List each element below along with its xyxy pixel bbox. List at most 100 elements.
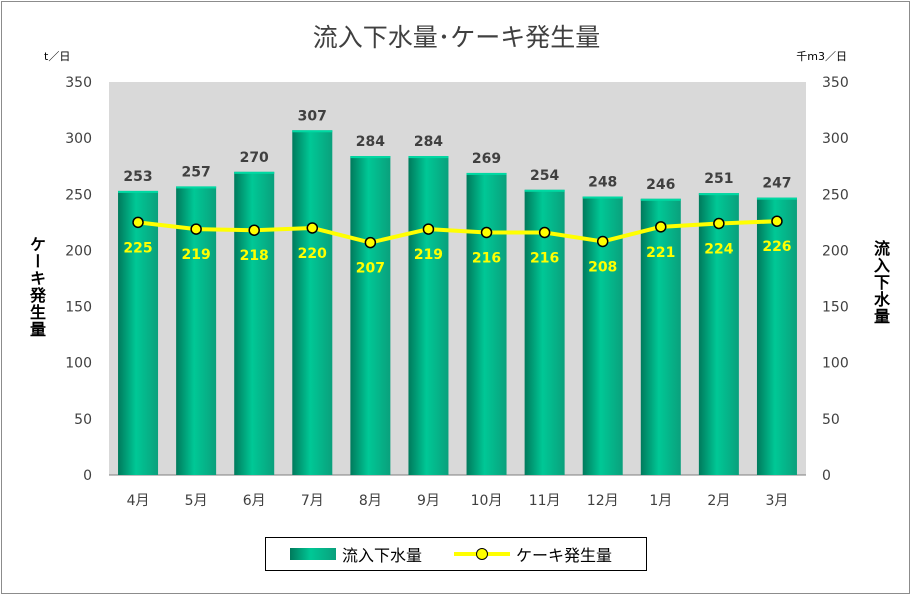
line-marker	[190, 223, 202, 235]
left-tick-label: 350	[65, 75, 92, 91]
plot-area	[109, 82, 806, 475]
bar	[466, 172, 507, 476]
right-axis-unit: 千m3／日	[796, 50, 847, 63]
left-tick-label: 150	[65, 300, 92, 316]
left-tick-label: 200	[65, 243, 92, 259]
bar-top-highlight	[176, 186, 217, 189]
category-label: 8月	[359, 493, 382, 509]
legend: 流入下水量 ケーキ発生量	[265, 537, 647, 571]
line-data-label: 224	[704, 241, 733, 257]
right-axis-ticks: 0 50 100 150 200 250 300 350	[822, 75, 849, 484]
bar	[234, 171, 275, 476]
bar-data-labels: 253 257 270 307 284 284 269 254 248 246 251 247	[123, 108, 791, 192]
left-tick-label: 250	[65, 187, 92, 203]
bar	[350, 156, 391, 475]
right-tick-label: 300	[822, 131, 849, 147]
bar-data-label: 269	[472, 151, 501, 167]
line-data-label: 220	[298, 246, 327, 262]
bar-data-label: 270	[240, 150, 269, 166]
bar-data-label: 257	[182, 164, 211, 180]
line-data-label: 225	[123, 240, 152, 256]
left-tick-label: 50	[74, 412, 92, 428]
bar-top-highlight	[582, 196, 623, 199]
legend-line-swatch	[454, 548, 511, 560]
line-data-label: 207	[356, 261, 385, 277]
bar-top-highlight	[756, 197, 797, 200]
line-marker	[480, 226, 493, 239]
bar-data-label: 248	[588, 175, 617, 191]
left-tick-label: 300	[65, 131, 92, 147]
bar-top-highlight	[350, 156, 391, 159]
category-label: 11月	[529, 493, 561, 509]
category-label: 4月	[127, 493, 150, 509]
legend-item-line: ケーキ発生量	[454, 542, 612, 566]
bar-data-label: 307	[298, 108, 327, 124]
category-label: 10月	[471, 493, 503, 509]
bar-data-label: 246	[646, 177, 675, 193]
line-marker	[655, 221, 667, 233]
legend-bar-label: 流入下水量	[342, 546, 423, 565]
category-label: 9月	[417, 493, 440, 509]
bar-top-highlight	[118, 190, 159, 193]
category-label: 6月	[243, 493, 266, 509]
right-tick-label: 350	[822, 75, 849, 91]
line-data-label: 219	[414, 247, 443, 263]
bar-data-label: 253	[123, 169, 152, 185]
left-axis-title: ケーキ発生量	[27, 236, 46, 338]
right-tick-label: 200	[822, 243, 849, 259]
line-data-label: 219	[182, 247, 211, 263]
category-label: 7月	[301, 493, 324, 509]
bar-top-highlight	[698, 193, 739, 196]
line-data-label: 226	[762, 239, 791, 255]
line-data-label: 208	[588, 259, 617, 275]
line-data-label: 218	[240, 248, 269, 264]
right-tick-label: 50	[822, 412, 840, 428]
category-label: 5月	[185, 493, 208, 509]
bar-data-label: 284	[356, 134, 385, 150]
bar-top-highlight	[234, 171, 275, 174]
bar-data-label: 247	[762, 176, 791, 192]
right-tick-label: 100	[822, 356, 849, 372]
right-tick-label: 0	[822, 468, 831, 484]
line-marker	[306, 222, 319, 234]
bar	[756, 197, 797, 475]
legend-item-bar: 流入下水量	[290, 542, 422, 566]
bar	[640, 198, 681, 475]
line-data-label: 216	[472, 250, 501, 266]
bar	[408, 156, 449, 475]
bar-data-label: 254	[530, 168, 559, 184]
line-marker	[538, 226, 551, 239]
x-axis-categories: 4月 5月 6月 7月 8月 9月 10月 11月 12月 1月 2月 3月	[127, 493, 789, 509]
bar-top-highlight	[292, 130, 333, 133]
line-series	[137, 219, 778, 245]
left-tick-label: 0	[83, 468, 92, 484]
bar-top-highlight	[466, 172, 507, 175]
left-tick-label: 100	[65, 356, 92, 372]
category-label: 2月	[707, 493, 730, 509]
line-data-label: 216	[530, 250, 559, 266]
right-axis-title: 流入下水量	[871, 240, 890, 325]
line-marker	[422, 223, 435, 235]
left-axis-ticks: 0 50 100 150 200 250 300 350	[65, 75, 92, 484]
right-tick-label: 150	[822, 300, 849, 316]
bar-data-label: 284	[414, 134, 443, 150]
line-data-label: 221	[646, 245, 675, 261]
bar	[292, 130, 333, 476]
line-markers	[132, 215, 783, 249]
bar-top-highlight	[640, 198, 681, 201]
line-marker	[364, 236, 377, 249]
legend-bar-swatch	[290, 548, 336, 560]
bar-series	[118, 130, 797, 476]
line-data-labels: 225 219 218 220 207 219 216 216 208 221 224 226	[123, 239, 791, 276]
bar	[698, 193, 739, 476]
category-label: 12月	[587, 493, 619, 509]
category-label: 3月	[765, 493, 788, 509]
line-marker	[132, 216, 144, 229]
bar-top-highlight	[408, 156, 449, 159]
bar-top-highlight	[524, 189, 565, 192]
chart-title: 流入下水量･ケーキ発生量	[312, 23, 601, 52]
left-axis-unit: t／日	[44, 50, 71, 63]
right-tick-label: 250	[822, 187, 849, 203]
line-marker	[771, 215, 783, 227]
